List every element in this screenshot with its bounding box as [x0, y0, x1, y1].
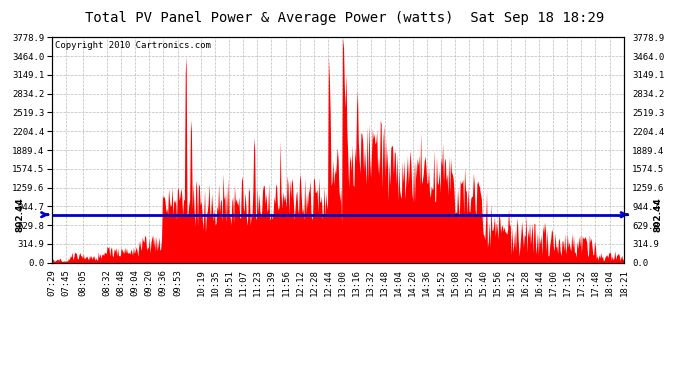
Text: 802.44: 802.44 — [653, 197, 662, 232]
Text: 802.44: 802.44 — [16, 197, 25, 232]
Text: Copyright 2010 Cartronics.com: Copyright 2010 Cartronics.com — [55, 41, 210, 50]
Text: Total PV Panel Power & Average Power (watts)  Sat Sep 18 18:29: Total PV Panel Power & Average Power (wa… — [86, 11, 604, 25]
